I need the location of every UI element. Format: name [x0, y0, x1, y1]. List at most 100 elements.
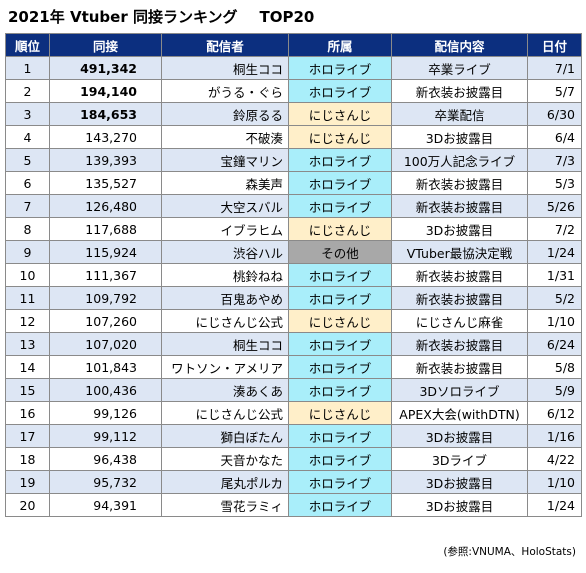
- affiliation-cell: にじさんじ: [288, 401, 392, 425]
- table-row: 11 109,792 百鬼あやめ ホロライブ 新衣装お披露目 5/2: [5, 286, 582, 310]
- content-cell: APEX大会(withDTN): [391, 401, 528, 425]
- affiliation-cell: ホロライブ: [288, 493, 392, 517]
- rank-cell: 9: [5, 240, 50, 264]
- date-cell: 7/1: [527, 56, 582, 80]
- content-cell: 新衣装お披露目: [391, 171, 528, 195]
- date-cell: 1/16: [527, 424, 582, 448]
- title-text: 2021年 Vtuber 同接ランキング: [8, 8, 238, 26]
- rank-cell: 2: [5, 79, 50, 103]
- streamer-cell: 獅白ぼたん: [161, 424, 289, 448]
- count-cell: 99,126: [49, 401, 162, 425]
- date-cell: 5/3: [527, 171, 582, 195]
- rank-cell: 13: [5, 332, 50, 356]
- table-row: 10 111,367 桃鈴ねね ホロライブ 新衣装お披露目 1/31: [5, 263, 582, 287]
- count-cell: 135,527: [49, 171, 162, 195]
- streamer-cell: 鈴原るる: [161, 102, 289, 126]
- affiliation-cell: ホロライブ: [288, 79, 392, 103]
- date-cell: 5/9: [527, 378, 582, 402]
- content-cell: 3Dソロライブ: [391, 378, 528, 402]
- affiliation-cell: ホロライブ: [288, 470, 392, 494]
- rank-cell: 6: [5, 171, 50, 195]
- rank-cell: 18: [5, 447, 50, 471]
- streamer-cell: 不破湊: [161, 125, 289, 149]
- count-cell: 184,653: [49, 102, 162, 126]
- streamer-cell: 湊あくあ: [161, 378, 289, 402]
- date-cell: 6/24: [527, 332, 582, 356]
- affiliation-cell: ホロライブ: [288, 194, 392, 218]
- streamer-cell: がうる・ぐら: [161, 79, 289, 103]
- rank-cell: 15: [5, 378, 50, 402]
- affiliation-cell: にじさんじ: [288, 125, 392, 149]
- count-cell: 107,020: [49, 332, 162, 356]
- streamer-cell: ワトソン・アメリア: [161, 355, 289, 379]
- content-cell: 新衣装お披露目: [391, 194, 528, 218]
- count-cell: 111,367: [49, 263, 162, 287]
- streamer-cell: 渋谷ハル: [161, 240, 289, 264]
- date-cell: 5/2: [527, 286, 582, 310]
- affiliation-cell: ホロライブ: [288, 355, 392, 379]
- content-cell: 新衣装お披露目: [391, 355, 528, 379]
- count-cell: 117,688: [49, 217, 162, 241]
- date-cell: 5/26: [527, 194, 582, 218]
- count-cell: 96,438: [49, 447, 162, 471]
- date-cell: 1/24: [527, 493, 582, 517]
- count-cell: 95,732: [49, 470, 162, 494]
- affiliation-cell: ホロライブ: [288, 332, 392, 356]
- count-cell: 115,924: [49, 240, 162, 264]
- rank-cell: 4: [5, 125, 50, 149]
- streamer-cell: イブラヒム: [161, 217, 289, 241]
- streamer-cell: にじさんじ公式: [161, 401, 289, 425]
- streamer-cell: にじさんじ公式: [161, 309, 289, 333]
- content-cell: 3Dお披露目: [391, 470, 528, 494]
- count-cell: 94,391: [49, 493, 162, 517]
- affiliation-cell: ホロライブ: [288, 424, 392, 448]
- rank-cell: 3: [5, 102, 50, 126]
- date-cell: 7/2: [527, 217, 582, 241]
- affiliation-cell: にじさんじ: [288, 102, 392, 126]
- rank-cell: 17: [5, 424, 50, 448]
- count-cell: 107,260: [49, 309, 162, 333]
- date-cell: 1/31: [527, 263, 582, 287]
- table-row: 2 194,140 がうる・ぐら ホロライブ 新衣装お披露目 5/7: [5, 79, 582, 103]
- date-cell: 1/10: [527, 470, 582, 494]
- affiliation-cell: その他: [288, 240, 392, 264]
- date-cell: 7/3: [527, 148, 582, 172]
- content-cell: 卒業配信: [391, 102, 528, 126]
- table-row: 20 94,391 雪花ラミィ ホロライブ 3Dお披露目 1/24: [5, 493, 582, 517]
- affiliation-cell: にじさんじ: [288, 309, 392, 333]
- table-row: 19 95,732 尾丸ポルカ ホロライブ 3Dお披露目 1/10: [5, 470, 582, 494]
- content-cell: 3Dお披露目: [391, 424, 528, 448]
- rank-cell: 19: [5, 470, 50, 494]
- count-cell: 101,843: [49, 355, 162, 379]
- affiliation-cell: ホロライブ: [288, 286, 392, 310]
- content-cell: 新衣装お披露目: [391, 79, 528, 103]
- header-affiliation: 所属: [288, 33, 392, 57]
- affiliation-cell: ホロライブ: [288, 56, 392, 80]
- table-row: 1 491,342 桐生ココ ホロライブ 卒業ライブ 7/1: [5, 56, 582, 80]
- date-cell: 4/22: [527, 447, 582, 471]
- table-header-row: 順位 同接 配信者 所属 配信内容 日付: [5, 33, 582, 57]
- streamer-cell: 桐生ココ: [161, 56, 289, 80]
- affiliation-cell: ホロライブ: [288, 263, 392, 287]
- streamer-cell: 百鬼あやめ: [161, 286, 289, 310]
- header-count: 同接: [49, 33, 162, 57]
- count-cell: 99,112: [49, 424, 162, 448]
- table-row: 8 117,688 イブラヒム にじさんじ 3Dお披露目 7/2: [5, 217, 582, 241]
- count-cell: 143,270: [49, 125, 162, 149]
- table-row: 7 126,480 大空スバル ホロライブ 新衣装お披露目 5/26: [5, 194, 582, 218]
- date-cell: 6/30: [527, 102, 582, 126]
- table-row: 5 139,393 宝鐘マリン ホロライブ 100万人記念ライブ 7/3: [5, 148, 582, 172]
- date-cell: 6/12: [527, 401, 582, 425]
- date-cell: 5/8: [527, 355, 582, 379]
- streamer-cell: 宝鐘マリン: [161, 148, 289, 172]
- content-cell: 100万人記念ライブ: [391, 148, 528, 172]
- rank-cell: 1: [5, 56, 50, 80]
- affiliation-cell: にじさんじ: [288, 217, 392, 241]
- content-cell: 新衣装お披露目: [391, 332, 528, 356]
- table-row: 16 99,126 にじさんじ公式 にじさんじ APEX大会(withDTN) 6/12: [5, 401, 582, 425]
- content-cell: にじさんじ麻雀: [391, 309, 528, 333]
- count-cell: 126,480: [49, 194, 162, 218]
- content-cell: 3Dお披露目: [391, 125, 528, 149]
- rank-cell: 11: [5, 286, 50, 310]
- date-cell: 1/24: [527, 240, 582, 264]
